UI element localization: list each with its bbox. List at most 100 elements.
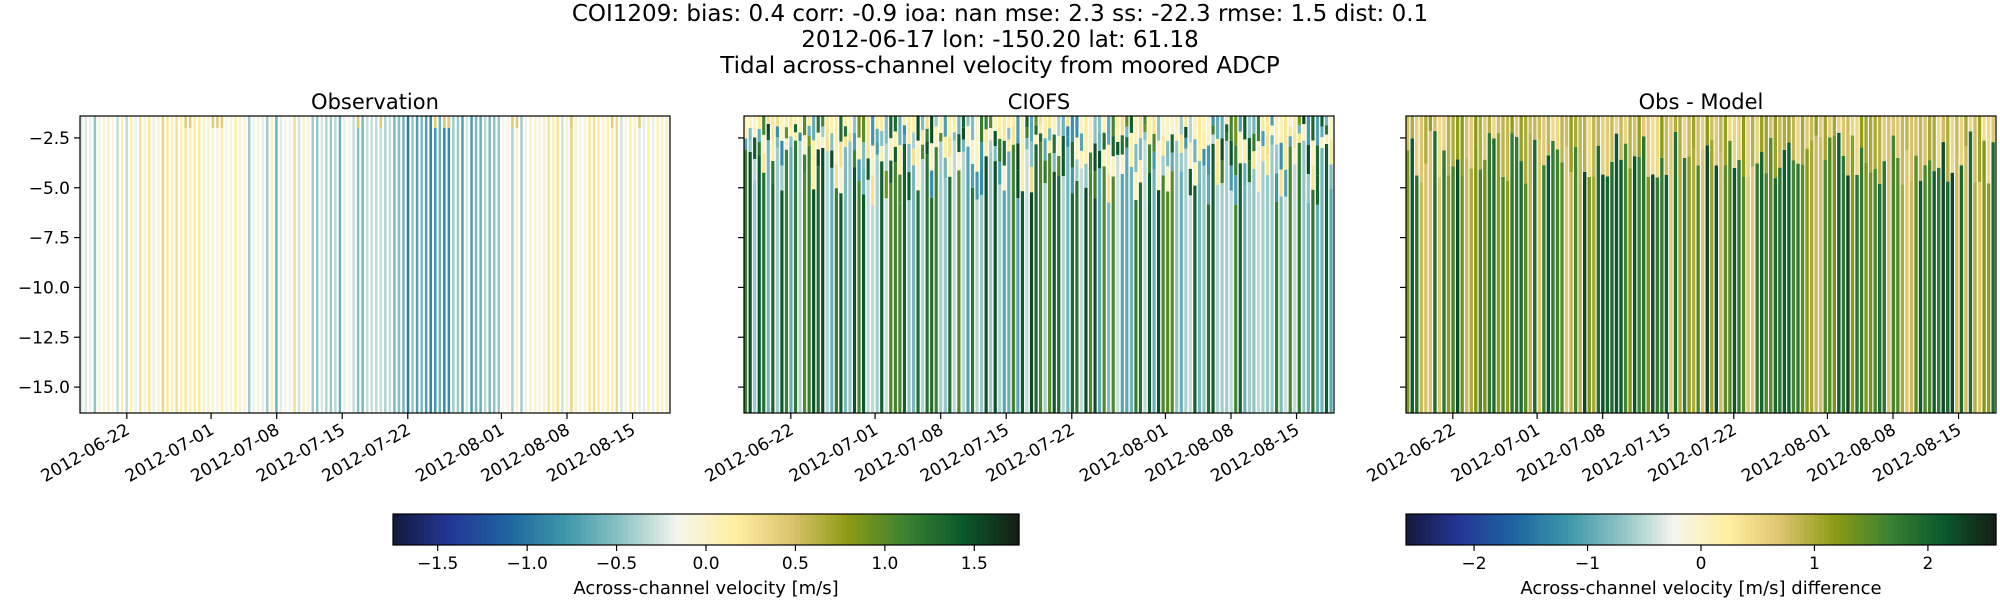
heatmap-cell (1147, 144, 1152, 173)
heatmap-cell (1206, 204, 1211, 413)
heatmap-cells (80, 116, 668, 413)
heatmap-cell (893, 116, 897, 132)
heatmap-cell (848, 124, 852, 133)
heatmap-cell (506, 116, 510, 413)
heatmap-cell (930, 197, 934, 413)
colorbar-swatch (398, 514, 405, 545)
heatmap-cell (1302, 132, 1306, 141)
colorbar-swatch (899, 514, 905, 545)
colorbar-swatch (1696, 514, 1702, 545)
heatmap-cell (1193, 139, 1197, 163)
colorbar-swatch (1858, 514, 1864, 545)
heatmap-cell (771, 138, 775, 162)
heatmap-cell (1138, 182, 1143, 413)
heatmap-cell (1066, 126, 1070, 137)
heatmap-cell (980, 142, 984, 169)
heatmap-cell (1514, 116, 1519, 137)
heatmap-cell (830, 167, 834, 413)
heatmap-cell (1918, 180, 1923, 413)
colorbar-swatch (1524, 514, 1530, 545)
heatmap-cell (1927, 116, 1932, 161)
heatmap-cell (329, 116, 333, 413)
heatmap-cell (1882, 161, 1886, 413)
heatmap-cell (1728, 140, 1732, 413)
heatmap-cell (789, 136, 793, 147)
panel-title: CIOFS (1008, 90, 1070, 114)
colorbar-swatch (935, 514, 942, 545)
colorbar-swatch (544, 514, 551, 545)
colorbar-swatch (1445, 514, 1451, 545)
colorbar-swatch (1902, 514, 1909, 545)
heatmap-cell (1270, 125, 1274, 136)
heatmap-cell (1651, 116, 1655, 175)
heatmap-cell (266, 116, 269, 413)
heatmap-cell (1039, 142, 1043, 413)
heatmap-cell (1070, 167, 1074, 194)
heatmap-cell (638, 116, 641, 128)
heatmap-cell (1107, 144, 1111, 174)
heatmap-cell (1823, 159, 1827, 413)
heatmap-cell (1610, 161, 1614, 413)
colorbar-swatch (909, 514, 916, 545)
colorbar-swatch (1489, 514, 1496, 545)
heatmap-cell (1891, 116, 1896, 136)
heatmap-cell (461, 116, 464, 413)
colorbar-swatch (455, 514, 462, 545)
heatmap-cell (343, 116, 346, 413)
colorbar-swatch (1656, 514, 1663, 545)
colorbar-swatch (403, 514, 410, 545)
heatmap-cell (211, 116, 215, 413)
heatmap-cell (1329, 164, 1333, 189)
heatmap-cell (320, 116, 324, 413)
heatmap-cell (1587, 116, 1591, 177)
heatmap-cell (1188, 195, 1192, 413)
heatmap-cell (1669, 116, 1673, 178)
heatmap-cell (1311, 165, 1315, 190)
colorbar-swatch (512, 514, 519, 545)
heatmap-cell (1284, 116, 1288, 143)
heatmap-cell (502, 116, 505, 413)
heatmap-cell (1048, 140, 1052, 154)
heatmap-cell (1111, 156, 1115, 177)
heatmap-cell (902, 116, 907, 126)
heatmap-cell (1710, 140, 1714, 414)
heatmap-cell (1819, 116, 1823, 137)
heatmap-cell (157, 116, 160, 413)
heatmap-cell (1020, 166, 1025, 192)
colorbar-swatch (570, 514, 577, 545)
heatmap-cell (857, 116, 861, 138)
heatmap-cell (1796, 163, 1800, 413)
heatmap-cell (579, 116, 582, 413)
heatmap-cell (1166, 141, 1170, 167)
heatmap-cell (488, 116, 491, 413)
heatmap-cell (1320, 126, 1324, 138)
colorbar-swatch (497, 514, 504, 545)
heatmap-cell (784, 149, 789, 414)
heatmap-cell (898, 116, 902, 146)
colorbar-swatch (815, 514, 822, 545)
heatmap-cell (1741, 176, 1746, 413)
heatmap-cell (515, 116, 519, 128)
heatmap-cell (1166, 166, 1170, 192)
heatmap-cell (1519, 161, 1523, 413)
heatmap-cell (1157, 116, 1161, 141)
heatmap-cell (993, 131, 997, 147)
heatmap-cell (1284, 169, 1288, 197)
heatmap-cell (1955, 116, 1959, 160)
heatmap-cell (1964, 116, 1968, 147)
heatmap-cell (1216, 116, 1220, 139)
heatmap-cell (642, 116, 646, 413)
colorbar-swatch (1484, 514, 1491, 545)
heatmap-cell (1025, 116, 1029, 128)
heatmap-cell (1814, 135, 1818, 413)
heatmap-cell (1887, 116, 1891, 167)
heatmap-cell (611, 116, 614, 128)
heatmap-cell (984, 142, 988, 157)
heatmap-cell (1651, 174, 1655, 413)
heatmap-cell (1669, 177, 1673, 413)
heatmap-cell (1778, 167, 1782, 413)
heatmap-cell (1107, 173, 1111, 203)
heatmap-cell (375, 116, 378, 413)
colorbar-swatch (732, 514, 738, 545)
heatmap-cell (1937, 167, 1941, 413)
